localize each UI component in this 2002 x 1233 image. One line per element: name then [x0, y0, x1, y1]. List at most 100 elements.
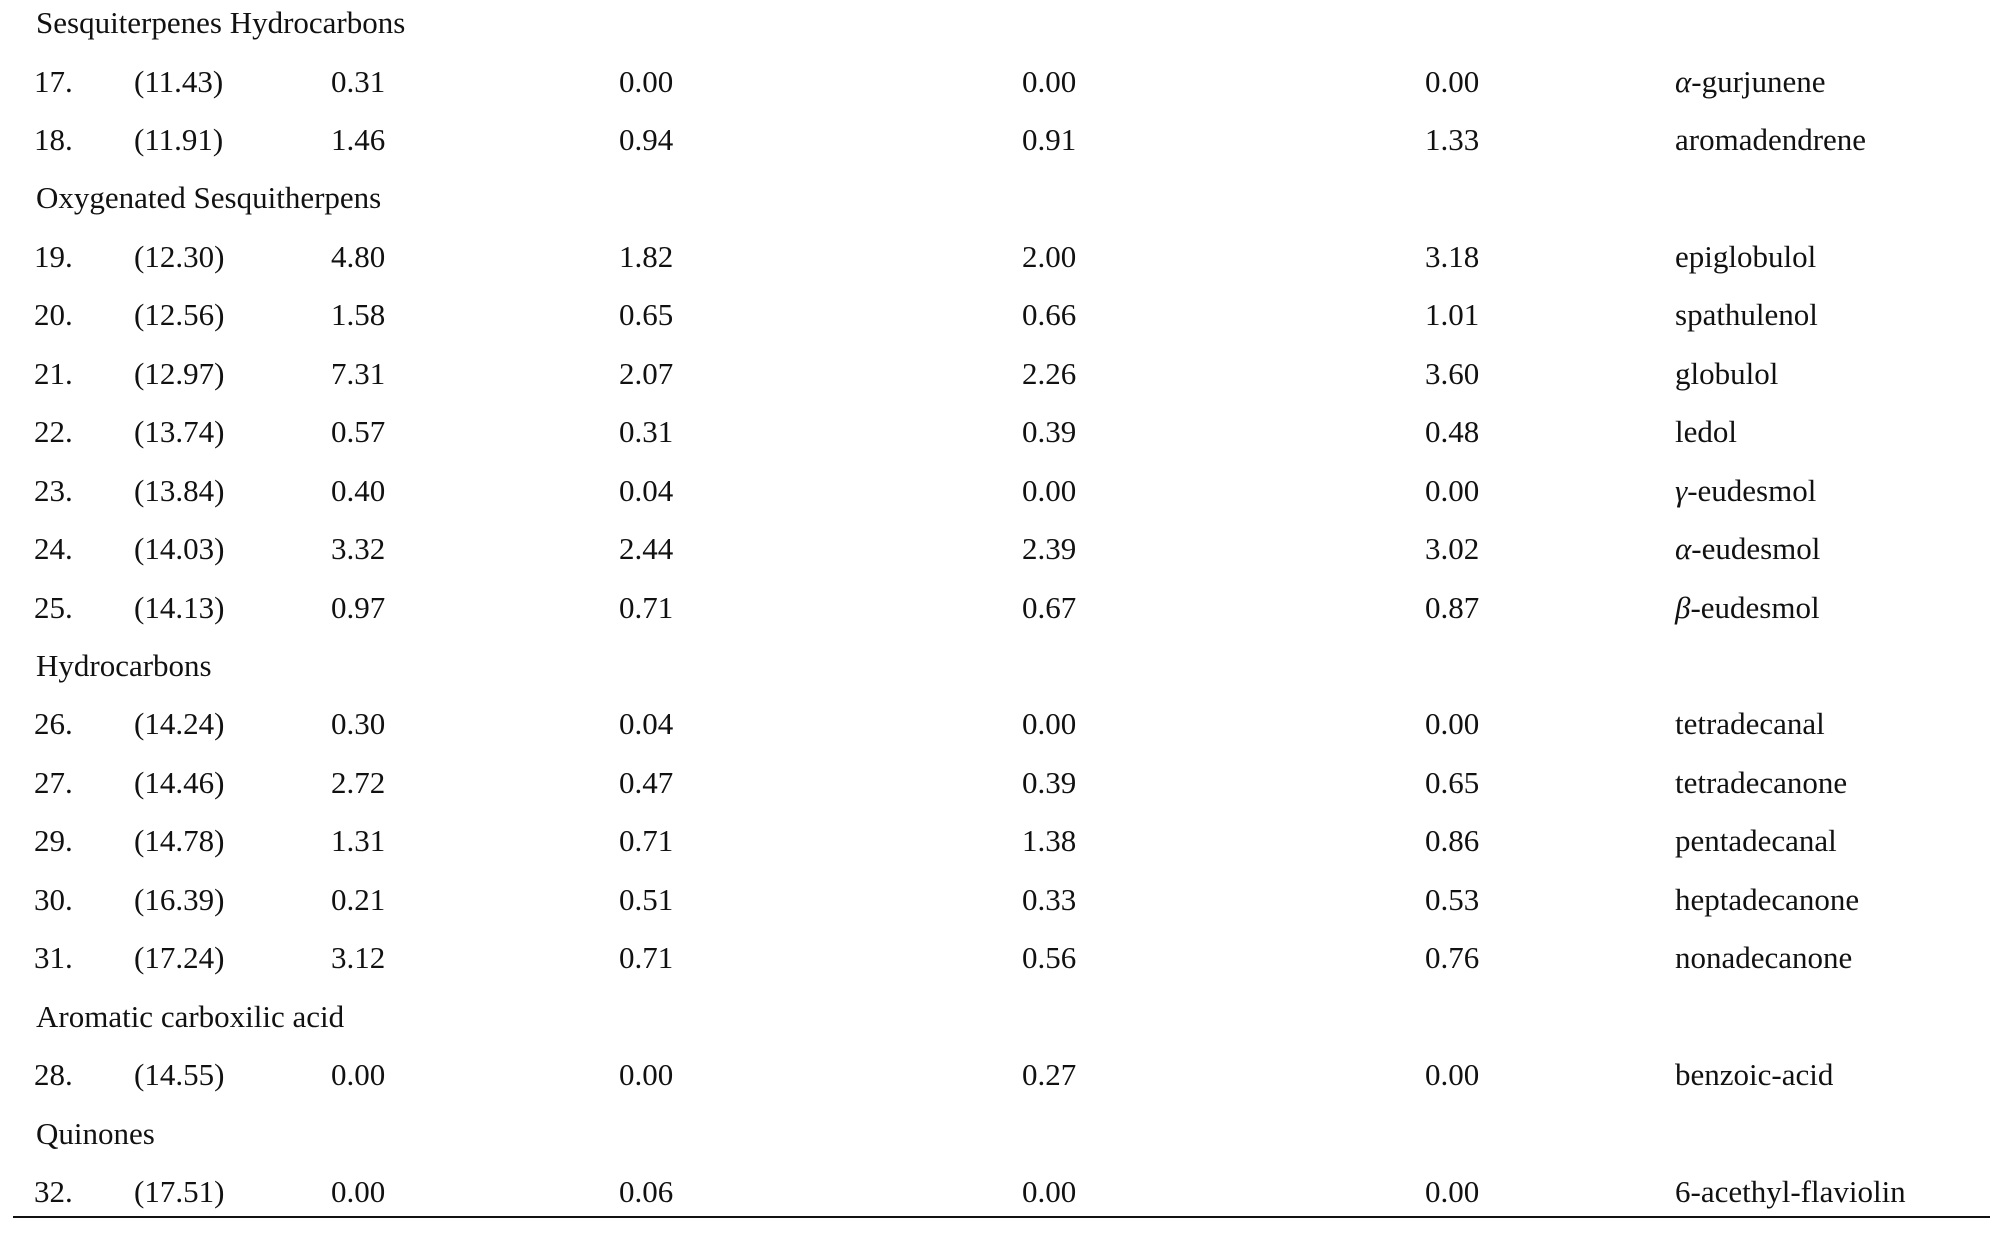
- compound-number: 32.: [34, 1174, 73, 1209]
- value-col-2: 0.94: [619, 121, 674, 157]
- compound-name: spathulenol: [1675, 286, 1818, 344]
- retention-time: (14.24): [134, 706, 225, 742]
- compound-number: 19.: [34, 238, 73, 274]
- value-col-2: 0.31: [619, 414, 674, 450]
- value-col-2: 0.65: [619, 297, 674, 333]
- value-col-2: 0.04: [619, 706, 674, 742]
- value-col-4: 3.18: [1425, 238, 1480, 274]
- compound-name-text: ledol: [1675, 414, 1737, 450]
- table-bottom-rule: [13, 1216, 1990, 1218]
- section-header-row: Sesquiterpenes Hydrocarbons: [0, 0, 2002, 52]
- table-row: 18. (11.91) 1.46 0.94 0.91 1.33 aromadendrene: [0, 111, 2002, 169]
- value-col-3: 2.39: [1022, 531, 1077, 567]
- value-col-3: 2.00: [1022, 238, 1077, 274]
- table-row: 31. (17.24) 3.12 0.71 0.56 0.76 nonadecanone: [0, 929, 2002, 987]
- retention-time: (12.30): [134, 238, 225, 274]
- value-col-1: 0.00: [331, 1057, 386, 1093]
- compound-name-text: tetradecanal: [1675, 706, 1825, 742]
- value-col-1: 0.57: [331, 414, 386, 450]
- compound-name: 6-acethyl-flaviolin: [1675, 1163, 1906, 1221]
- retention-time: (12.56): [134, 297, 225, 333]
- greek-prefix: γ: [1675, 472, 1688, 508]
- value-col-1: 0.97: [331, 589, 386, 625]
- value-col-3: 0.39: [1022, 764, 1077, 800]
- compound-name: tetradecanone: [1675, 754, 1847, 812]
- compound-name-text: -gurjunene: [1691, 63, 1826, 99]
- value-col-3: 1.38: [1022, 823, 1077, 859]
- value-col-4: 0.76: [1425, 940, 1480, 976]
- compound-name: globulol: [1675, 345, 1778, 403]
- value-col-4: 1.33: [1425, 121, 1480, 157]
- value-col-1: 0.30: [331, 706, 386, 742]
- value-col-1: 0.00: [331, 1174, 386, 1209]
- compound-name-text: -eudesmol: [1690, 589, 1820, 625]
- compound-number: 26.: [34, 706, 73, 742]
- value-col-1: 0.31: [331, 63, 386, 99]
- retention-time: (17.24): [134, 940, 225, 976]
- value-col-2: 1.82: [619, 238, 674, 274]
- retention-time: (16.39): [134, 881, 225, 917]
- compound-number: 21.: [34, 355, 73, 391]
- retention-time: (14.03): [134, 531, 225, 567]
- section-header-row: Quinones: [0, 1105, 2002, 1163]
- value-col-4: 3.60: [1425, 355, 1480, 391]
- compound-name-text: globulol: [1675, 355, 1779, 391]
- value-col-3: 0.56: [1022, 940, 1077, 976]
- compound-name: heptadecanone: [1675, 871, 1859, 929]
- section-title: Oxygenated Sesquitherpens: [36, 180, 382, 216]
- section-title: Aromatic carboxilic acid: [36, 998, 345, 1034]
- value-col-1: 7.31: [331, 355, 386, 391]
- value-col-4: 0.86: [1425, 823, 1480, 859]
- value-col-3: 0.00: [1022, 472, 1077, 508]
- value-col-4: 0.00: [1425, 706, 1480, 742]
- compound-name-text: 6-acethyl-flaviolin: [1675, 1174, 1906, 1209]
- compound-number: 23.: [34, 472, 73, 508]
- value-col-2: 0.71: [619, 823, 674, 859]
- retention-time: (11.91): [134, 121, 224, 157]
- retention-time: (14.78): [134, 823, 225, 859]
- value-col-4: 3.02: [1425, 531, 1480, 567]
- compound-name: epiglobulol: [1675, 228, 1816, 286]
- value-col-1: 1.46: [331, 121, 386, 157]
- compound-name-text: pentadecanal: [1675, 823, 1837, 859]
- compound-number: 24.: [34, 531, 73, 567]
- compound-number: 22.: [34, 414, 73, 450]
- table-row: 25. (14.13) 0.97 0.71 0.67 0.87 β-eudesmol: [0, 579, 2002, 637]
- table-row: 17. (11.43) 0.31 0.00 0.00 0.00 α-gurjunene: [0, 53, 2002, 111]
- greek-prefix: β: [1675, 589, 1691, 625]
- section-title: Sesquiterpenes Hydrocarbons: [36, 5, 406, 40]
- compound-name: nonadecanone: [1675, 929, 1852, 987]
- compound-number: 30.: [34, 881, 73, 917]
- value-col-2: 0.71: [619, 940, 674, 976]
- value-col-4: 0.00: [1425, 1174, 1480, 1209]
- value-col-3: 0.00: [1022, 1174, 1077, 1209]
- table-row: 20. (12.56) 1.58 0.65 0.66 1.01 spathulenol: [0, 286, 2002, 344]
- compound-name: pentadecanal: [1675, 812, 1837, 870]
- compound-name: ledol: [1675, 403, 1737, 461]
- table-row: 27. (14.46) 2.72 0.47 0.39 0.65 tetradecanone: [0, 754, 2002, 812]
- table-row: 24. (14.03) 3.32 2.44 2.39 3.02 α-eudesmol: [0, 520, 2002, 578]
- section-header-row: Hydrocarbons: [0, 637, 2002, 695]
- table-row: 30. (16.39) 0.21 0.51 0.33 0.53 heptadecanone: [0, 871, 2002, 929]
- value-col-2: 0.71: [619, 589, 674, 625]
- value-col-4: 0.53: [1425, 881, 1480, 917]
- retention-time: (17.51): [134, 1174, 225, 1209]
- compound-number: 29.: [34, 823, 73, 859]
- retention-time: (13.84): [134, 472, 225, 508]
- value-col-3: 2.26: [1022, 355, 1077, 391]
- table-row: 29. (14.78) 1.31 0.71 1.38 0.86 pentadecanal: [0, 812, 2002, 870]
- compound-name: tetradecanal: [1675, 695, 1825, 753]
- compound-name-text: epiglobulol: [1675, 238, 1817, 274]
- compound-number: 31.: [34, 940, 73, 976]
- retention-time: (12.97): [134, 355, 225, 391]
- compound-name-text: nonadecanone: [1675, 940, 1853, 976]
- value-col-1: 3.12: [331, 940, 386, 976]
- value-col-2: 0.51: [619, 881, 674, 917]
- greek-prefix: α: [1675, 531, 1692, 567]
- value-col-4: 0.87: [1425, 589, 1480, 625]
- value-col-4: 0.48: [1425, 414, 1480, 450]
- compound-name: β-eudesmol: [1675, 579, 1820, 637]
- value-col-4: 0.00: [1425, 472, 1480, 508]
- value-col-3: 0.66: [1022, 297, 1077, 333]
